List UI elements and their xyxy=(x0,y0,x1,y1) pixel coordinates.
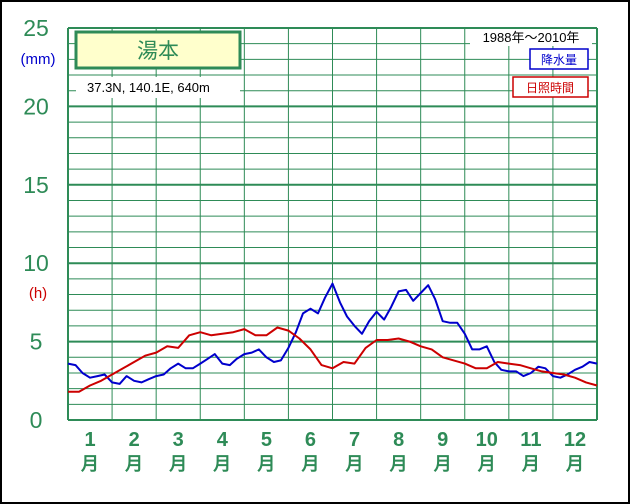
month-number-label: 12 xyxy=(564,429,586,451)
month-suffix-label: 月 xyxy=(80,454,99,475)
month-suffix-label: 月 xyxy=(389,454,408,475)
y-tick-label: 0 xyxy=(30,407,43,433)
month-number-label: 7 xyxy=(349,429,360,451)
station-location: 37.3N, 140.1E, 640m xyxy=(87,80,210,95)
y-tick-label: 25 xyxy=(23,15,49,41)
month-number-label: 10 xyxy=(476,429,498,451)
month-suffix-label: 月 xyxy=(521,454,540,475)
period-label: 1988年～2010年 xyxy=(483,30,580,45)
y-tick-label: 5 xyxy=(30,329,43,355)
station-location-bg xyxy=(76,77,240,98)
precip-series-line xyxy=(67,282,598,385)
month-suffix-label: 月 xyxy=(477,454,496,475)
month-suffix-label: 月 xyxy=(300,454,319,475)
station-name: 湯本 xyxy=(137,39,179,63)
y-tick-label: 20 xyxy=(23,93,49,119)
month-number-label: 8 xyxy=(393,429,404,451)
y-tick-label: 10 xyxy=(23,250,49,276)
legend-sun: 日照時間 xyxy=(526,81,574,95)
month-number-label: 11 xyxy=(520,429,541,451)
month-suffix-label: 月 xyxy=(212,454,231,475)
grid xyxy=(67,27,598,421)
month-suffix-label: 月 xyxy=(433,454,452,475)
month-suffix-label: 月 xyxy=(345,454,364,475)
month-suffix-label: 月 xyxy=(565,454,584,475)
month-number-label: 9 xyxy=(437,429,448,451)
sun-series-line xyxy=(68,326,598,393)
period-bg xyxy=(470,29,592,46)
month-suffix-label: 月 xyxy=(168,454,187,475)
x-tick-labels: 1 月 2 月 3 月 4 月 5 月 6 月 7 月 8 月 9 月 10 月 11 月 12 月 xyxy=(80,429,586,475)
precip-unit-label: (mm) xyxy=(21,51,56,68)
month-suffix-label: 月 xyxy=(124,454,143,475)
month-number-label: 2 xyxy=(129,429,140,451)
month-number-label: 1 xyxy=(84,429,95,451)
month-number-label: 4 xyxy=(217,429,229,451)
y-tick-label: 15 xyxy=(23,172,49,198)
station-title-box: 湯本 xyxy=(74,30,242,70)
sun-unit-label: (h) xyxy=(29,285,47,302)
legend: 降水量 日照時間 xyxy=(512,48,589,98)
month-number-label: 3 xyxy=(173,429,184,451)
month-suffix-label: 月 xyxy=(256,454,275,475)
y-tick-labels: 0 5 10 15 20 25 xyxy=(23,15,49,433)
legend-precip: 降水量 xyxy=(541,53,577,67)
month-number-label: 5 xyxy=(261,429,272,451)
month-number-label: 6 xyxy=(305,429,316,451)
data-lines xyxy=(67,282,598,393)
